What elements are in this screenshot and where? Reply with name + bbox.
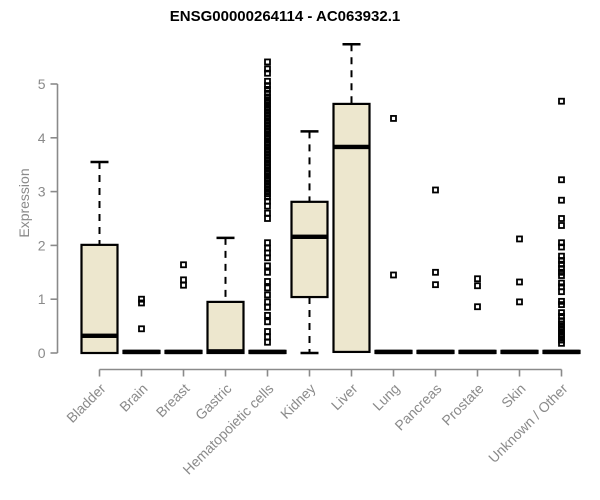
outlier-point — [264, 209, 271, 217]
outlier-point — [558, 97, 565, 105]
box-brain — [122, 295, 161, 355]
outlier-point — [558, 309, 565, 317]
outlier-point — [264, 338, 271, 346]
box-pancreas — [416, 186, 455, 355]
outlier-point — [516, 298, 523, 306]
outlier-point — [264, 298, 271, 306]
outlier-point — [558, 243, 565, 251]
outlier-point — [558, 301, 565, 308]
box-unknown-other — [542, 97, 581, 355]
median-line — [291, 234, 328, 239]
outlier-point — [474, 275, 481, 283]
y-tick-label: 1 — [38, 291, 46, 307]
outlier-point — [432, 281, 439, 289]
outlier-point — [558, 257, 565, 264]
outlier-point — [264, 215, 271, 222]
outlier-point — [180, 281, 187, 289]
x-tick-label: Prostate — [438, 380, 486, 428]
outlier-point — [390, 115, 397, 122]
outlier-point — [180, 276, 187, 284]
outlier-point — [264, 85, 271, 93]
outlier-point — [264, 291, 271, 299]
outlier-point — [264, 278, 271, 285]
outlier-point — [264, 239, 271, 247]
iqr-box — [290, 200, 329, 299]
median-line — [123, 349, 160, 355]
y-tick-label: 5 — [38, 76, 46, 92]
box-gastric — [206, 236, 245, 355]
outlier-point — [558, 288, 565, 296]
x-tick-label: Kidney — [277, 380, 319, 422]
box-breast — [164, 261, 203, 355]
outlier-point — [264, 202, 271, 210]
x-tick-label: Lung — [369, 380, 402, 413]
outlier-point — [516, 235, 523, 243]
median-line — [375, 349, 412, 355]
outlier-point — [558, 265, 565, 272]
outlier-point — [558, 215, 565, 222]
outlier-point — [516, 278, 523, 286]
outlier-point — [558, 176, 565, 184]
median-line — [417, 349, 454, 355]
outlier-point — [432, 186, 439, 194]
outlier-point — [264, 303, 271, 311]
median-line — [543, 349, 580, 355]
median-line — [459, 349, 496, 355]
median-line — [333, 144, 370, 150]
x-tick-label: Breast — [153, 380, 193, 420]
iqr-box — [206, 300, 245, 355]
outlier-point — [264, 268, 271, 276]
outlier-point — [558, 279, 565, 287]
outlier-point — [264, 82, 271, 90]
x-tick-label: Pancreas — [391, 380, 444, 433]
outlier-point — [558, 339, 565, 347]
outlier-point — [264, 311, 271, 319]
outlier-point — [264, 69, 271, 77]
x-tick-label: Unknown / Other — [485, 380, 571, 466]
outlier-point — [138, 295, 145, 303]
outlier-point — [558, 272, 565, 279]
median-line — [165, 349, 202, 355]
chart-title: ENSG00000264114 - AC063932.1 — [169, 8, 401, 25]
outlier-point — [432, 268, 439, 276]
x-tick-label: Bladder — [63, 380, 109, 426]
outlier-point — [474, 303, 481, 311]
box-bladder — [80, 160, 119, 355]
iqr-box — [332, 102, 371, 354]
median-line — [207, 349, 244, 354]
median-line — [81, 333, 118, 338]
median-line — [501, 349, 538, 355]
outlier-point — [138, 299, 145, 307]
box-lung — [374, 115, 413, 355]
outlier-point — [264, 284, 271, 292]
outlier-point — [264, 58, 271, 66]
outlier-point — [264, 254, 271, 262]
box-liver — [332, 42, 371, 354]
outlier-point — [180, 261, 187, 269]
outlier-point — [264, 318, 271, 326]
y-tick-label: 0 — [38, 345, 46, 361]
y-tick-label: 4 — [38, 130, 46, 146]
outlier-point — [264, 262, 271, 270]
x-tick-label: Brain — [116, 380, 150, 414]
outlier-point — [558, 196, 565, 204]
median-line — [249, 349, 286, 355]
outlier-point — [264, 89, 271, 97]
outlier-point — [138, 325, 145, 333]
y-tick-label: 2 — [38, 237, 46, 253]
box-hematopoietic-cells — [248, 58, 287, 355]
box-kidney — [290, 130, 329, 355]
outlier-point — [264, 333, 271, 341]
x-tick-label: Liver — [328, 380, 361, 413]
box-prostate — [458, 275, 497, 355]
outlier-point — [390, 271, 397, 279]
outlier-point — [264, 328, 271, 335]
y-tick-label: 3 — [38, 184, 46, 200]
outlier-point — [558, 222, 565, 229]
box-skin — [500, 235, 539, 355]
x-tick-label: Skin — [498, 380, 529, 411]
outlier-point — [474, 282, 481, 290]
